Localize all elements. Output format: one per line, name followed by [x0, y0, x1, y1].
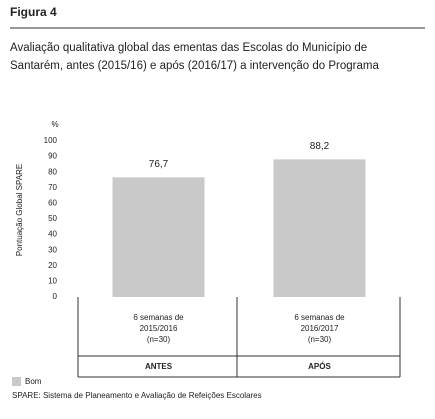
legend-swatch — [12, 377, 21, 386]
y-tick-label: 70 — [48, 183, 57, 192]
group-label: APÓS — [308, 362, 331, 371]
title-line: Avaliação qualitativa global das ementas… — [10, 42, 367, 54]
y-tick-label: 0 — [53, 292, 58, 301]
x-tick-label: 2016/2017 — [301, 324, 339, 333]
y-tick-label: 30 — [48, 245, 57, 254]
group-label: ANTES — [145, 362, 173, 371]
y-tick-label: 90 — [48, 152, 57, 161]
x-tick-label: 6 semanas de — [294, 313, 345, 322]
legend-label: Bom — [25, 377, 42, 386]
source-note: SPARE: Sistema de Planeamento e Avaliaçã… — [12, 391, 262, 400]
y-tick-label: 100 — [44, 136, 58, 145]
y-tick-label: 10 — [48, 277, 57, 286]
x-tick-label: (n=30) — [147, 335, 171, 344]
figure-label: Figura 4 — [10, 5, 57, 19]
x-tick-label: 2015/2016 — [140, 324, 178, 333]
y-tick-label: 20 — [48, 261, 57, 270]
y-tick-label: 80 — [48, 167, 57, 176]
y-tick-label: 50 — [48, 214, 57, 223]
bar — [273, 159, 366, 297]
y-unit: % — [51, 120, 58, 129]
value-label: 76,7 — [149, 159, 169, 170]
y-axis-label: Pontuação Global SPARE — [15, 164, 24, 256]
y-tick-label: 60 — [48, 199, 57, 208]
title-line: Santarém, antes (2015/16) e após (2016/1… — [10, 60, 379, 72]
value-label: 88,2 — [310, 141, 330, 152]
bar — [112, 177, 205, 297]
x-tick-label: 6 semanas de — [133, 313, 184, 322]
x-tick-label: (n=30) — [308, 335, 332, 344]
y-tick-label: 40 — [48, 230, 57, 239]
